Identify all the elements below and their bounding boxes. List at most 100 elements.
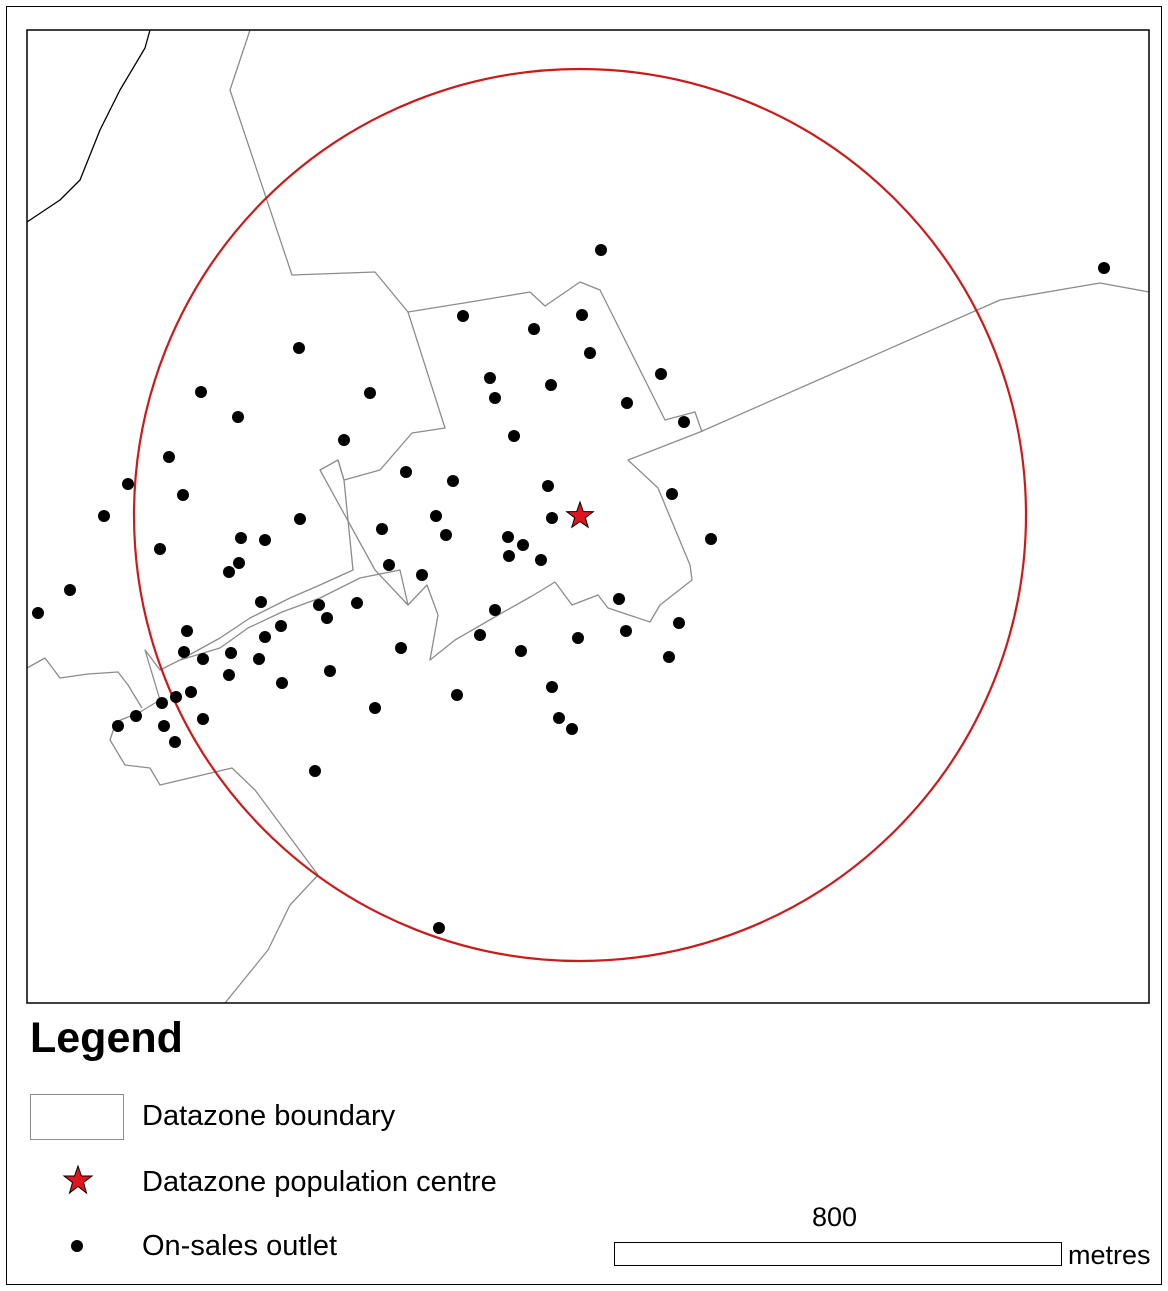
outlet-point <box>433 922 445 934</box>
outlet-point <box>383 559 395 571</box>
scale-bar-units: metres <box>1068 1240 1151 1270</box>
legend-label: Datazone boundary <box>142 1100 396 1132</box>
outlet-point <box>197 713 209 725</box>
outlet-point <box>32 607 44 619</box>
outlet-point <box>440 529 452 541</box>
outlet-point <box>181 625 193 637</box>
outlet-point <box>546 512 558 524</box>
outlet-point <box>566 723 578 735</box>
outlet-point <box>169 736 181 748</box>
outlet-point <box>515 645 527 657</box>
outlet-point <box>503 550 515 562</box>
red-star-icon <box>62 1164 94 1195</box>
outlet-point <box>338 434 350 446</box>
outlet-point <box>545 379 557 391</box>
outlet-point <box>457 310 469 322</box>
outlet-point <box>259 631 271 643</box>
outlet-point <box>451 689 463 701</box>
outlet-point <box>232 411 244 423</box>
outlet-point <box>170 691 182 703</box>
figure-frame <box>6 6 1162 1285</box>
outlet-point <box>275 620 287 632</box>
outlet-point <box>613 593 625 605</box>
outlet-point <box>546 681 558 693</box>
outlet-point <box>156 697 168 709</box>
outlet-point <box>400 466 412 478</box>
outlet-point <box>584 347 596 359</box>
legend-label: Datazone population centre <box>142 1166 497 1198</box>
outlet-point <box>294 513 306 525</box>
boundary-line <box>27 657 143 709</box>
outlet-point <box>293 342 305 354</box>
outlet-point <box>528 323 540 335</box>
outlet-point <box>395 642 407 654</box>
map-background <box>27 30 1149 1003</box>
outlet-point <box>369 702 381 714</box>
outlet-point <box>678 416 690 428</box>
outlet-point <box>621 397 633 409</box>
outlet-point <box>576 309 588 321</box>
outlet-point <box>542 480 554 492</box>
outlet-point <box>253 653 265 665</box>
outlet-point <box>673 617 685 629</box>
outlet-point <box>595 244 607 256</box>
outlet-point <box>235 532 247 544</box>
boundary-line <box>229 30 1149 661</box>
legend-label: On-sales outlet <box>142 1230 338 1262</box>
outlet-point <box>351 597 363 609</box>
outlet-point <box>474 629 486 641</box>
outlet-point <box>705 533 717 545</box>
map <box>26 29 1150 1004</box>
outlet-point <box>508 430 520 442</box>
outlet-point <box>489 392 501 404</box>
on-sales-outlets <box>32 244 1110 934</box>
outlet-point <box>64 584 76 596</box>
outlet-point <box>225 647 237 659</box>
outlet-point <box>663 651 675 663</box>
outlet-point <box>130 710 142 722</box>
outlet-point <box>185 686 197 698</box>
outlet-point <box>484 372 496 384</box>
scale-bar <box>614 1242 1062 1266</box>
outlet-point <box>178 646 190 658</box>
outlet-point <box>1098 262 1110 274</box>
boundary-line <box>407 281 703 433</box>
outlet-point <box>502 531 514 543</box>
outlet-point <box>259 534 271 546</box>
outlet-point <box>489 604 501 616</box>
outlet-point <box>517 539 529 551</box>
outlet-point <box>223 669 235 681</box>
outlet-point <box>154 543 166 555</box>
outlet-point <box>321 612 333 624</box>
outlet-point <box>112 720 124 732</box>
outlet-point <box>655 368 667 380</box>
outlet-point <box>255 596 267 608</box>
outlet-point <box>158 720 170 732</box>
outlet-point <box>309 765 321 777</box>
outlet-point <box>553 712 565 724</box>
boundary-swatch <box>30 1094 124 1140</box>
outlet-point <box>313 599 325 611</box>
outlet-point <box>276 677 288 689</box>
outlet-point <box>197 653 209 665</box>
outlet-point <box>416 569 428 581</box>
outlet-point <box>666 488 678 500</box>
black-dot-icon <box>71 1240 83 1252</box>
river-line <box>27 30 151 223</box>
outlet-point <box>447 475 459 487</box>
outlet-point <box>324 665 336 677</box>
outlet-point <box>195 386 207 398</box>
scale-bar-value: 800 <box>812 1202 858 1232</box>
outlet-point <box>122 478 134 490</box>
outlet-point <box>364 387 376 399</box>
population-centre-star <box>565 500 595 529</box>
buffer-circle <box>132 67 1028 963</box>
map-border <box>26 29 1150 1004</box>
outlet-point <box>535 554 547 566</box>
outlet-point <box>163 451 175 463</box>
outlet-point <box>430 510 442 522</box>
legend-title: Legend <box>30 1014 183 1062</box>
boundary-line <box>179 569 409 661</box>
outlet-point <box>620 625 632 637</box>
outlet-point <box>98 510 110 522</box>
